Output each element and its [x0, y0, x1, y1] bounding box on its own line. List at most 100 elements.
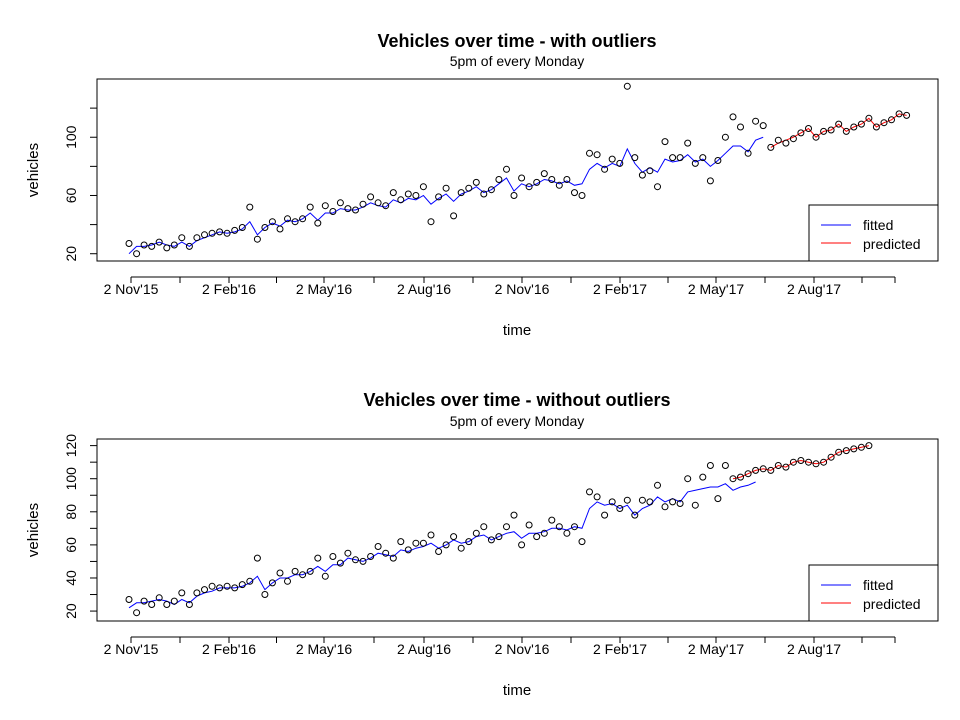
- data-point: [216, 228, 224, 236]
- data-point: [503, 523, 510, 531]
- data-point: [442, 541, 450, 549]
- data-point: [238, 224, 246, 231]
- data-point: [367, 553, 375, 560]
- data-point: [389, 554, 397, 562]
- data-point: [163, 244, 171, 252]
- data-point: [533, 533, 541, 541]
- data-point: [623, 82, 631, 90]
- data-point: [352, 206, 359, 214]
- data-point: [465, 538, 473, 546]
- chart-subtitle: 5pm of every Monday: [450, 53, 585, 69]
- data-point: [555, 181, 563, 189]
- data-point: [759, 465, 767, 473]
- data-point: [148, 601, 156, 608]
- data-point: [321, 572, 329, 580]
- data-point: [336, 559, 344, 567]
- data-point: [865, 114, 873, 122]
- data-point: [503, 165, 510, 173]
- y-tick-label: 40: [63, 570, 79, 586]
- x-tick-label: 2 May'17: [688, 641, 745, 657]
- data-point: [419, 539, 427, 547]
- data-point: [646, 167, 654, 175]
- legend: fitted predicted: [808, 564, 939, 622]
- data-point: [631, 511, 639, 519]
- data-point: [231, 226, 239, 234]
- data-point: [880, 119, 888, 127]
- data-point: [805, 458, 812, 466]
- data-point: [737, 123, 744, 131]
- data-point: [616, 505, 624, 512]
- data-point: [714, 157, 722, 164]
- data-point: [442, 184, 450, 192]
- x-tick-label: 2 Feb'17: [593, 281, 647, 297]
- data-point: [608, 498, 616, 506]
- data-point: [427, 531, 435, 539]
- chart-title: Vehicles over time - with outliers: [377, 31, 656, 51]
- legend-label-fitted: fitted: [863, 577, 893, 593]
- data-point: [427, 218, 435, 226]
- data-point: [465, 184, 473, 192]
- series-line-fitted: [128, 481, 756, 609]
- data-point: [548, 176, 556, 183]
- x-tick-label: 2 Nov'15: [104, 641, 159, 657]
- data-point: [163, 601, 171, 608]
- data-point: [638, 496, 646, 504]
- data-point: [359, 557, 367, 565]
- data-point: [457, 544, 465, 552]
- data-point: [555, 523, 563, 531]
- data-point: [623, 496, 631, 504]
- data-point: [684, 139, 692, 147]
- data-point: [435, 193, 443, 201]
- data-point: [752, 117, 760, 125]
- data-point: [752, 466, 760, 474]
- x-tick-label: 2 Nov'16: [495, 281, 550, 297]
- x-tick-label: 2 May'17: [688, 281, 745, 297]
- data-point: [412, 539, 420, 547]
- data-point: [895, 110, 903, 118]
- data-point: [261, 224, 269, 231]
- data-point: [638, 171, 646, 179]
- data-point: [797, 457, 805, 464]
- data-point: [654, 481, 661, 489]
- data-point: [261, 591, 269, 598]
- x-tick-label: 2 Aug'17: [787, 641, 841, 657]
- data-point: [133, 250, 141, 258]
- data-point: [827, 126, 835, 134]
- data-point: [140, 241, 148, 249]
- data-point: [140, 597, 148, 605]
- data-point: [344, 205, 352, 213]
- data-point: [744, 149, 752, 157]
- x-axis-label: time: [503, 682, 531, 699]
- data-point: [231, 584, 239, 592]
- data-point: [676, 154, 684, 162]
- data-point: [253, 235, 261, 243]
- data-point: [571, 189, 578, 197]
- data-point: [238, 581, 246, 589]
- y-tick-label: 20: [63, 246, 79, 262]
- data-point: [268, 218, 276, 226]
- x-axis-label: time: [503, 322, 531, 339]
- data-point: [299, 571, 307, 579]
- data-point: [314, 554, 322, 562]
- chart-marks: 20 60 100 2 Nov'15 2 Feb'16 2 May'16 2 Aug'16 2…: [63, 82, 911, 297]
- y-tick-label: 20: [63, 603, 79, 619]
- data-point: [744, 470, 752, 478]
- y-axis-label: vehicles: [25, 143, 42, 197]
- chart-panel-top: Vehicles over time - with outliers 5pm o…: [25, 31, 939, 339]
- data-point: [208, 229, 216, 237]
- data-point: [178, 234, 186, 242]
- data-point: [472, 529, 480, 537]
- data-point: [329, 208, 337, 215]
- data-point: [397, 538, 405, 546]
- chart-subtitle: 5pm of every Monday: [450, 413, 585, 429]
- data-point: [631, 154, 639, 162]
- chart-marks: 20 40 60 80 100 120 2 Nov'15 2 Feb'16 2 May'16 2 …: [63, 434, 896, 657]
- data-point: [774, 136, 782, 144]
- data-point: [208, 582, 216, 590]
- data-point: [571, 523, 578, 531]
- data-point: [223, 229, 231, 237]
- legend: fitted predicted: [808, 204, 939, 262]
- data-point: [578, 538, 586, 546]
- y-tick-label: 80: [63, 504, 79, 520]
- data-point: [299, 215, 307, 223]
